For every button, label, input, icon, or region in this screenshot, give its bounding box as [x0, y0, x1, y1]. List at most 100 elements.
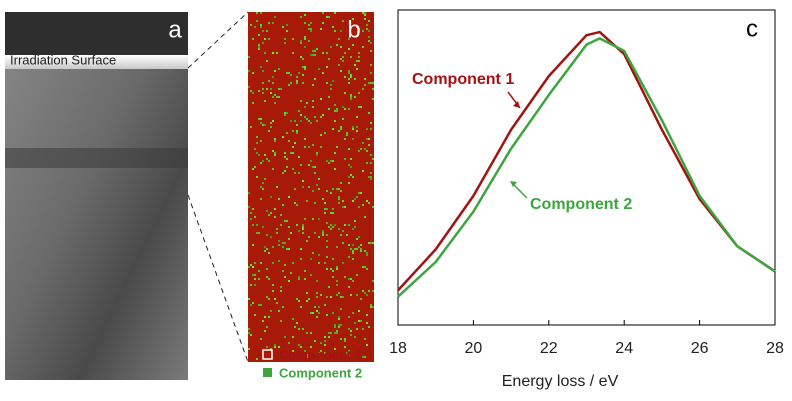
map-pixel	[340, 234, 342, 236]
map-pixel	[274, 138, 276, 140]
map-pixel	[330, 228, 332, 230]
map-pixel	[274, 216, 276, 218]
map-pixel	[254, 216, 256, 218]
map-pixel	[304, 46, 306, 48]
map-pixel	[312, 312, 314, 314]
map-pixel	[326, 256, 328, 258]
map-pixel	[308, 120, 310, 122]
map-pixel	[350, 248, 352, 250]
map-pixel	[366, 128, 368, 130]
map-pixel	[340, 30, 342, 32]
map-pixel	[370, 304, 372, 306]
map-pixel	[308, 186, 310, 188]
map-pixel	[326, 208, 328, 210]
map-pixel	[250, 212, 252, 214]
map-pixel	[284, 336, 286, 338]
map-pixel	[322, 232, 324, 234]
map-pixel	[304, 138, 306, 140]
map-pixel	[270, 212, 272, 214]
map-pixel	[336, 284, 338, 286]
map-pixel	[352, 200, 354, 202]
map-pixel	[322, 234, 324, 236]
map-pixel	[348, 108, 350, 110]
map-pixel	[348, 148, 350, 150]
map-pixel	[370, 50, 372, 52]
map-pixel	[288, 226, 290, 228]
map-pixel	[262, 70, 264, 72]
map-pixel	[304, 38, 306, 40]
map-pixel	[352, 228, 354, 230]
map-pixel	[338, 64, 340, 66]
map-pixel	[252, 38, 254, 40]
map-pixel	[326, 16, 328, 18]
x-tick-label: 20	[465, 340, 483, 357]
map-pixel	[296, 204, 298, 206]
map-pixel	[252, 72, 254, 74]
map-pixel	[348, 38, 350, 40]
map-pixel	[348, 328, 350, 330]
map-pixel	[268, 214, 270, 216]
map-pixel	[304, 36, 306, 38]
map-pixel	[258, 46, 260, 48]
map-pixel	[362, 204, 364, 206]
map-pixel	[352, 258, 354, 260]
x-tick-label: 22	[540, 340, 558, 357]
map-pixel	[342, 206, 344, 208]
map-pixel	[344, 338, 346, 340]
map-pixel	[326, 268, 328, 270]
map-pixel	[348, 48, 350, 50]
map-pixel	[274, 346, 276, 348]
map-pixel	[284, 170, 286, 172]
map-pixel	[334, 104, 336, 106]
map-pixel	[304, 22, 306, 24]
map-pixel	[312, 100, 314, 102]
map-pixel	[332, 188, 334, 190]
map-pixel	[288, 238, 290, 240]
map-pixel	[312, 106, 314, 108]
map-pixel	[268, 160, 270, 162]
map-pixel	[298, 278, 300, 280]
map-pixel	[350, 330, 352, 332]
map-pixel	[266, 88, 268, 90]
map-pixel	[308, 40, 310, 42]
map-pixel	[358, 310, 360, 312]
map-pixel	[270, 196, 272, 198]
map-pixel	[300, 306, 302, 308]
map-pixel	[302, 232, 304, 234]
map-pixel	[258, 270, 260, 272]
map-pixel	[352, 44, 354, 46]
map-pixel	[302, 82, 304, 84]
map-pixel	[294, 326, 296, 328]
map-pixel	[308, 298, 310, 300]
map-pixel	[296, 322, 298, 324]
map-pixel	[318, 188, 320, 190]
map-pixel	[306, 356, 308, 358]
map-pixel	[272, 96, 274, 98]
map-pixel	[292, 350, 294, 352]
map-pixel	[370, 172, 372, 174]
micrograph	[5, 12, 188, 380]
map-pixel	[330, 296, 332, 298]
map-pixel	[248, 332, 250, 334]
series-line	[397, 37, 776, 298]
map-pixel	[358, 320, 360, 322]
map-pixel	[292, 168, 294, 170]
map-pixel	[318, 254, 320, 256]
map-pixel	[256, 152, 258, 154]
map-pixel	[284, 114, 286, 116]
map-pixel	[276, 302, 278, 304]
map-pixel	[324, 340, 326, 342]
map-pixel	[356, 196, 358, 198]
map-pixel	[330, 160, 332, 162]
map-pixel	[326, 52, 328, 54]
map-pixel	[306, 332, 308, 334]
panel-label: a	[168, 16, 182, 43]
map-pixel	[370, 82, 372, 84]
map-pixel	[278, 88, 280, 90]
map-pixel	[324, 352, 326, 354]
map-pixel	[320, 134, 322, 136]
map-pixel	[274, 94, 276, 96]
map-pixel	[306, 300, 308, 302]
map-pixel	[340, 70, 342, 72]
